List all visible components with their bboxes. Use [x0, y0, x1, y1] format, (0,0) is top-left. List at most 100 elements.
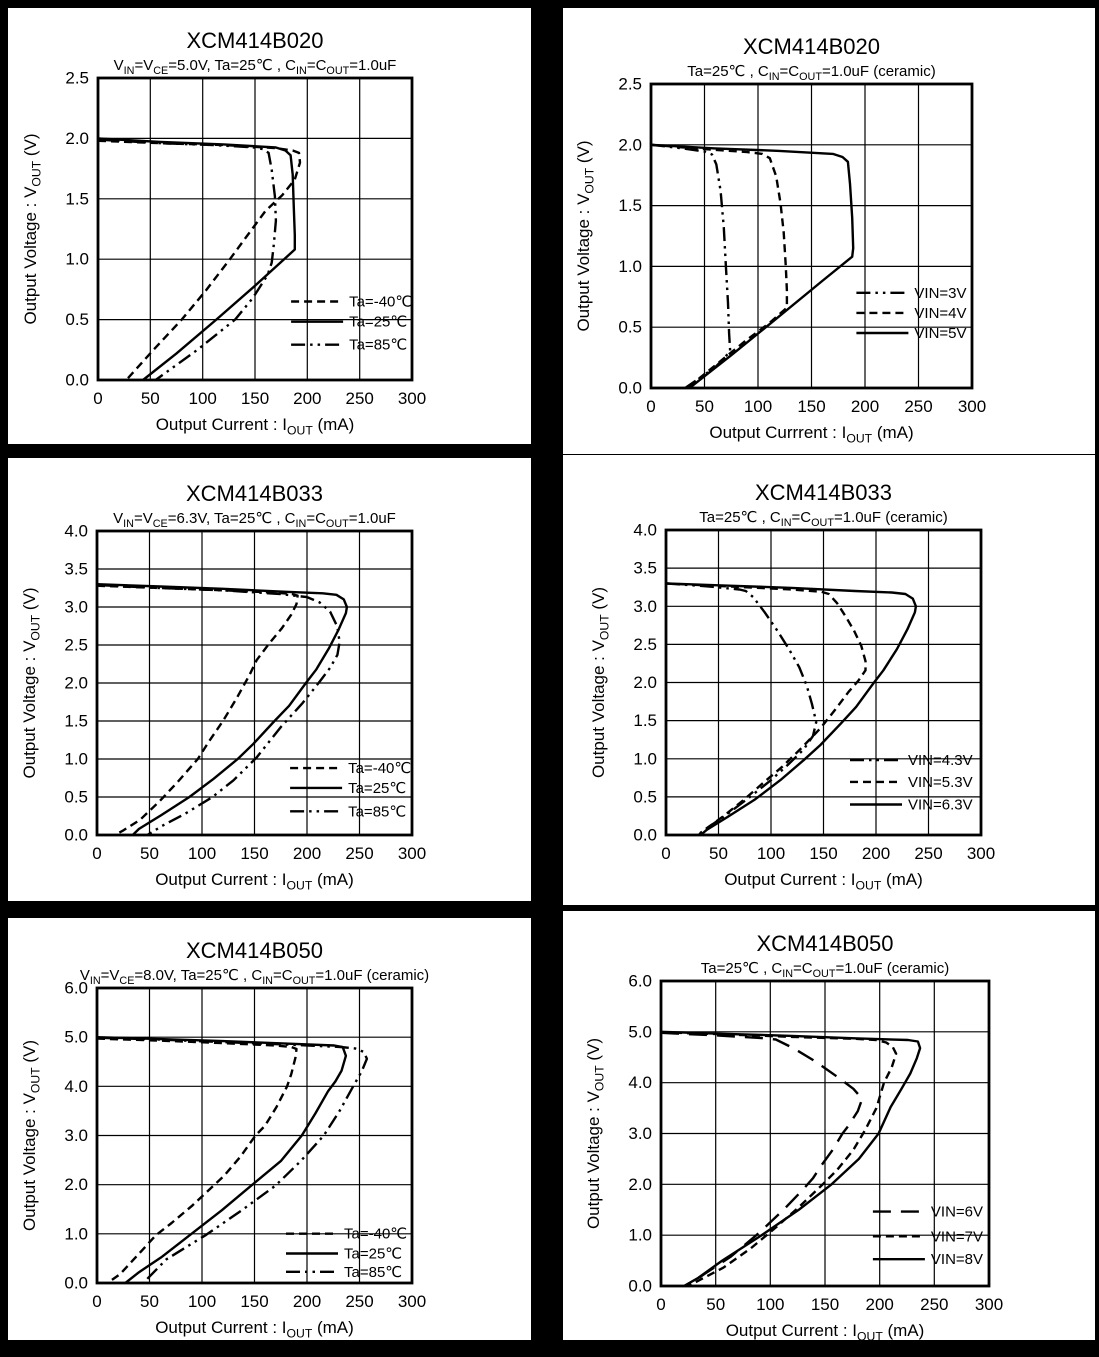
x-tick-label: 250: [904, 397, 932, 416]
y-tick-label: 1.0: [64, 750, 88, 769]
x-tick-label: 0: [661, 844, 670, 863]
chart-subtitle: Ta=25℃ , CIN=COUT=1.0uF (ceramic): [701, 960, 949, 980]
x-tick-label: 100: [744, 397, 772, 416]
y-axis-label: Output Voltage : VOUT (V): [20, 1040, 42, 1231]
chart-xcm414b050-vs-vin: XCM414B050 Ta=25℃ , CIN=COUT=1.0uF (ceram…: [563, 911, 1095, 1340]
x-tick-label: 100: [756, 1295, 784, 1314]
y-tick-label: 1.5: [618, 196, 642, 215]
legend-label: Ta=85℃: [348, 803, 406, 820]
y-tick-label: 1.0: [633, 749, 657, 768]
panel-xcm414b033-vs-vin: XCM414B033 Ta=25℃ , CIN=COUT=1.0uF (ceram…: [563, 455, 1095, 905]
x-tick-label: 200: [293, 389, 321, 408]
x-tick-label: 300: [958, 397, 986, 416]
y-tick-label: 0.5: [633, 787, 657, 806]
y-tick-label: 1.5: [64, 712, 88, 731]
series-ta-85: [96, 583, 341, 837]
x-axis-label: Output Current : IOUT (mA): [155, 870, 354, 892]
x-axis-label: Output Current : IOUT (mA): [726, 1321, 925, 1340]
series-vin-6-3v: [665, 582, 918, 836]
series-ta-40: [96, 584, 299, 837]
y-tick-label: 3.0: [64, 1126, 88, 1145]
series-vin-5v: [650, 143, 855, 389]
series-lines: [665, 582, 918, 836]
series-lines: [650, 143, 855, 389]
legend: Ta=-40℃Ta=25℃Ta=85℃: [290, 760, 411, 820]
legend-label: VIN=4V: [914, 305, 966, 322]
y-tick-label: 0.0: [633, 826, 657, 845]
x-axis-label: Output Current : IOUT (mA): [724, 870, 923, 892]
x-tick-label: 150: [240, 844, 268, 863]
x-axis-label: Output Current : IOUT (mA): [155, 1318, 354, 1340]
chart-title: XCM414B033: [186, 481, 323, 506]
x-tick-label: 100: [188, 1292, 216, 1311]
legend-label: VIN=6V: [931, 1204, 983, 1221]
y-tick-label: 0.0: [65, 371, 89, 390]
x-tick-label: 300: [398, 844, 426, 863]
y-tick-label: 5.0: [64, 1028, 88, 1047]
chart-xcm414b033-vs-temp: XCM414B033 VIN=VCE=6.3V, Ta=25℃ , CIN=COU…: [8, 458, 531, 901]
legend-label: VIN=3V: [914, 285, 966, 302]
y-tick-label: 1.0: [65, 250, 89, 269]
chart-title: XCM414B020: [743, 34, 880, 59]
x-tick-label: 0: [92, 1292, 101, 1311]
tick-labels: 0 50 100 150 200 250 300 0.0 1.0 2.0 3.0 4.0 5.0 6.0: [628, 972, 1003, 1315]
chart-title: XCM414B050: [757, 931, 894, 956]
series-ta-25: [96, 583, 349, 836]
legend-label: Ta=-40℃: [349, 294, 412, 311]
y-axis-label: Output Voltage : VOUT (V): [589, 587, 611, 778]
plot-border: [664, 528, 983, 837]
y-tick-label: 3.0: [64, 598, 88, 617]
x-tick-label: 0: [93, 389, 102, 408]
y-tick-label: 2.5: [65, 69, 89, 88]
legend-label: Ta=25℃: [348, 780, 406, 797]
chart-subtitle: VIN=VCE=8.0V, Ta=25℃ , CIN=COUT=1.0uF (c…: [80, 967, 429, 987]
x-tick-label: 300: [967, 844, 995, 863]
x-tick-label: 100: [189, 389, 217, 408]
series-vin-4-3v: [665, 582, 818, 836]
series-ta-85: [96, 1036, 369, 1284]
y-tick-label: 2.0: [65, 129, 89, 148]
legend: Ta=-40℃Ta=25℃Ta=85℃: [291, 294, 412, 354]
x-tick-label: 150: [797, 397, 825, 416]
x-tick-label: 100: [188, 844, 216, 863]
x-tick-label: 150: [241, 389, 269, 408]
x-tick-label: 50: [140, 844, 159, 863]
plot-border: [96, 76, 414, 382]
legend-label: VIN=4.3V: [908, 752, 973, 769]
chart-title: XCM414B020: [187, 28, 324, 53]
series-vin-4v: [650, 143, 789, 389]
chart-xcm414b020-vs-vin: XCM414B020 Ta=25℃ , CIN=COUT=1.0uF (ceram…: [563, 8, 1095, 454]
legend: Ta=-40℃Ta=25℃Ta=85℃: [286, 1226, 407, 1281]
x-tick-label: 250: [914, 844, 942, 863]
y-tick-label: 2.0: [64, 674, 88, 693]
y-tick-label: 4.0: [628, 1073, 652, 1092]
y-tick-label: 6.0: [628, 972, 652, 991]
series-ta-25: [97, 137, 296, 381]
x-tick-label: 50: [140, 1292, 159, 1311]
series-lines: [97, 137, 302, 381]
x-tick-label: 300: [398, 1292, 426, 1311]
y-tick-label: 0.0: [64, 1274, 88, 1293]
legend-label: VIN=6.3V: [908, 797, 973, 814]
y-tick-label: 4.0: [64, 1077, 88, 1096]
y-tick-label: 0.0: [64, 826, 88, 845]
x-tick-label: 200: [293, 844, 321, 863]
panel-xcm414b033-vs-temp: XCM414B033 VIN=VCE=6.3V, Ta=25℃ , CIN=COU…: [8, 458, 531, 901]
y-axis-label: Output Voltage : VOUT (V): [20, 587, 42, 778]
x-tick-label: 300: [975, 1295, 1003, 1314]
series-vin-6v: [660, 1031, 864, 1287]
y-tick-label: 2.5: [618, 75, 642, 94]
y-tick-label: 2.0: [64, 1175, 88, 1194]
panel-xcm414b020-vs-temp: XCM414B020 VIN=VCE=5.0V, Ta=25℃ , CIN=COU…: [8, 8, 531, 444]
legend-label: Ta=-40℃: [344, 1226, 407, 1243]
panel-xcm414b020-vs-vin: XCM414B020 Ta=25℃ , CIN=COUT=1.0uF (ceram…: [563, 8, 1095, 454]
y-tick-label: 1.0: [64, 1224, 88, 1243]
tick-labels: 0 50 100 150 200 250 300 0.0 0.5 1.0 1.5 2.0 2.5 3.0 3…: [64, 522, 426, 864]
x-tick-label: 150: [809, 844, 837, 863]
series-lines: [96, 583, 349, 837]
y-tick-label: 0.5: [65, 310, 89, 329]
x-tick-label: 50: [141, 389, 160, 408]
legend: VIN=4.3V VIN=5.3V VIN=6.3V: [850, 752, 973, 814]
y-tick-label: 5.0: [628, 1022, 652, 1041]
plot-border: [95, 529, 414, 837]
